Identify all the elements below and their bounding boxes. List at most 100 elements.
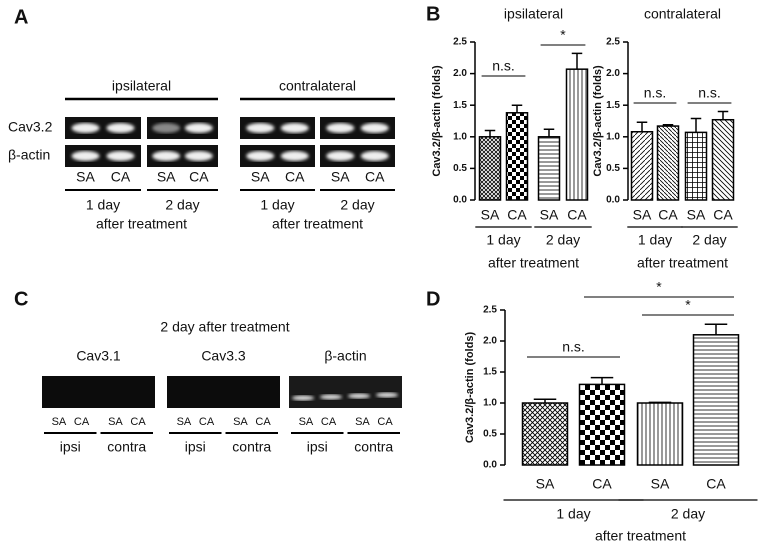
y-tick-label: 1.5	[453, 100, 467, 111]
lane-label: CA	[199, 416, 215, 428]
gel-band	[71, 151, 100, 161]
gel-box	[42, 376, 155, 408]
bar	[537, 136, 561, 201]
gel-band	[376, 392, 398, 398]
group-label: 1 day	[556, 506, 590, 522]
lane-label: CA	[377, 416, 393, 428]
error-bar	[511, 104, 523, 113]
panel-label: B	[426, 3, 440, 25]
y-tick-label: 0.0	[483, 460, 497, 471]
panel-label: A	[14, 6, 28, 28]
gel-band	[246, 123, 275, 133]
gel-band	[280, 151, 309, 161]
error-bar	[543, 128, 555, 137]
chart-title: contralateral	[644, 6, 721, 22]
error-bar	[717, 110, 729, 120]
error-bar	[484, 129, 496, 137]
lane-label: SA	[233, 416, 248, 428]
gel-band	[106, 123, 135, 133]
gel-box	[289, 376, 402, 408]
blot-label: β-actin	[324, 348, 366, 364]
y-tick-label: 0.0	[453, 195, 467, 206]
x-tick-label: CA	[592, 476, 612, 492]
annotation: *	[560, 27, 566, 43]
gel-box	[240, 117, 315, 139]
gel-box	[167, 376, 280, 408]
gel-band	[360, 123, 389, 133]
lane-label: CA	[111, 169, 131, 185]
bar	[630, 130, 654, 201]
day-label: 2 day	[340, 197, 374, 213]
gel-box	[147, 145, 218, 167]
y-tick-label: 1.5	[483, 367, 497, 378]
gel-box	[65, 145, 141, 167]
y-tick-label: 0.0	[606, 195, 620, 206]
side-label: contra	[232, 439, 271, 455]
bar	[711, 118, 735, 201]
gel-band	[326, 151, 355, 161]
gel-band	[246, 151, 275, 161]
annotation: n.s.	[492, 58, 515, 74]
gel-box	[320, 145, 395, 167]
gel-band	[360, 151, 389, 161]
footer-label: after treatment	[96, 216, 187, 232]
error-bar	[571, 52, 583, 70]
x-tick-label: CA	[713, 207, 733, 223]
x-tick-label: CA	[567, 207, 587, 223]
error-bar	[636, 121, 648, 132]
lane-label: SA	[108, 416, 123, 428]
lane-label: CA	[189, 169, 209, 185]
lane-label: SA	[355, 416, 370, 428]
x-tick-label: SA	[536, 476, 555, 492]
annotation: *	[656, 279, 662, 295]
bar	[505, 112, 529, 201]
group-label: 2 day	[546, 232, 580, 248]
day-label: 1 day	[260, 197, 294, 213]
lane-label: CA	[321, 416, 337, 428]
lane-label: SA	[52, 416, 67, 428]
gel-box	[65, 117, 141, 139]
y-tick-label: 2.0	[483, 336, 497, 347]
y-tick-label: 1.5	[606, 100, 620, 111]
panel-label: D	[426, 288, 440, 310]
x-tick-label: CA	[507, 207, 527, 223]
x-tick-label: SA	[687, 207, 706, 223]
y-tick-label: 2.0	[453, 68, 467, 79]
day-label: 1 day	[86, 197, 120, 213]
lane-label: CA	[285, 169, 305, 185]
day-label: 2 day	[165, 197, 199, 213]
error-bar	[590, 376, 614, 385]
annotation: n.s.	[644, 85, 667, 101]
error-bar	[704, 323, 728, 335]
bar	[521, 402, 569, 466]
y-tick-label: 2.0	[606, 68, 620, 79]
y-tick-label: 2.5	[453, 37, 467, 48]
y-axis-label: Cav3.2/β-actin (folds)	[431, 65, 443, 177]
y-axis-label: Cav3.2/β-actin (folds)	[464, 332, 476, 444]
bar	[478, 136, 502, 201]
gel-box	[147, 117, 218, 139]
row-label: Cav3.2	[8, 119, 53, 135]
group-label: 2 day	[671, 506, 705, 522]
bar	[578, 383, 626, 466]
lane-label: CA	[130, 416, 146, 428]
y-tick-label: 0.5	[453, 163, 467, 174]
y-tick-label: 0.5	[606, 163, 620, 174]
lane-label: SA	[299, 416, 314, 428]
x-tick-label: SA	[651, 476, 670, 492]
lane-label: SA	[76, 169, 95, 185]
error-bar	[533, 398, 557, 403]
error-bar	[648, 401, 672, 404]
panel-label: C	[14, 288, 28, 310]
gel-band	[152, 151, 181, 161]
chart-title: ipsilateral	[504, 6, 563, 22]
y-tick-label: 0.5	[483, 429, 497, 440]
lane-label: CA	[74, 416, 90, 428]
lane-label: SA	[331, 169, 350, 185]
gel-band	[326, 123, 355, 133]
gel-band	[184, 151, 213, 161]
blot-label: Cav3.3	[201, 348, 246, 364]
gel-band	[152, 123, 181, 133]
gel-band	[320, 394, 342, 400]
y-tick-label: 1.0	[606, 131, 620, 142]
